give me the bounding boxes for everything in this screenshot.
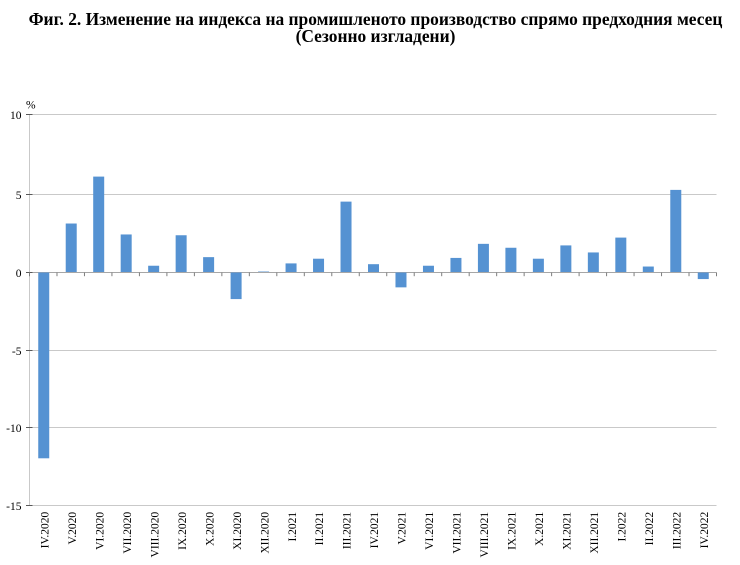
svg-text:II.2021: II.2021: [314, 512, 326, 546]
svg-text:0: 0: [16, 268, 22, 280]
svg-text:I.2022: I.2022: [617, 512, 629, 542]
svg-text:IV.2021: IV.2021: [369, 512, 381, 549]
svg-text:XI.2020: XI.2020: [232, 512, 244, 550]
svg-text:VI.2021: VI.2021: [424, 512, 436, 550]
svg-text:X.2021: X.2021: [534, 512, 546, 546]
svg-text:V.2020: V.2020: [67, 512, 79, 545]
svg-text:-15: -15: [6, 501, 22, 513]
svg-text:XI.2021: XI.2021: [562, 512, 574, 550]
svg-text:IX.2020: IX.2020: [177, 512, 189, 550]
svg-text:II.2022: II.2022: [644, 512, 656, 546]
svg-text:VII.2020: VII.2020: [122, 512, 134, 554]
svg-text:III.2022: III.2022: [671, 512, 683, 550]
svg-text:IX.2021: IX.2021: [507, 512, 519, 550]
svg-text:-10: -10: [6, 423, 22, 435]
svg-text:10: 10: [10, 110, 22, 122]
svg-text:-5: -5: [12, 346, 22, 358]
svg-text:VIII.2020: VIII.2020: [149, 512, 161, 558]
svg-text:X.2020: X.2020: [204, 512, 216, 546]
svg-text:V.2021: V.2021: [397, 512, 409, 545]
svg-text:III.2021: III.2021: [342, 512, 354, 550]
svg-text:XII.2020: XII.2020: [259, 512, 271, 554]
svg-text:5: 5: [16, 190, 22, 202]
svg-text:VI.2020: VI.2020: [94, 512, 106, 550]
svg-text:IV.2022: IV.2022: [699, 512, 711, 549]
svg-text:VIII.2021: VIII.2021: [479, 512, 491, 558]
svg-text:VII.2021: VII.2021: [452, 512, 464, 554]
svg-text:I.2021: I.2021: [287, 512, 299, 542]
svg-text:IV.2020: IV.2020: [39, 512, 51, 549]
svg-text:%: %: [26, 100, 36, 112]
svg-text:XII.2021: XII.2021: [589, 512, 601, 554]
